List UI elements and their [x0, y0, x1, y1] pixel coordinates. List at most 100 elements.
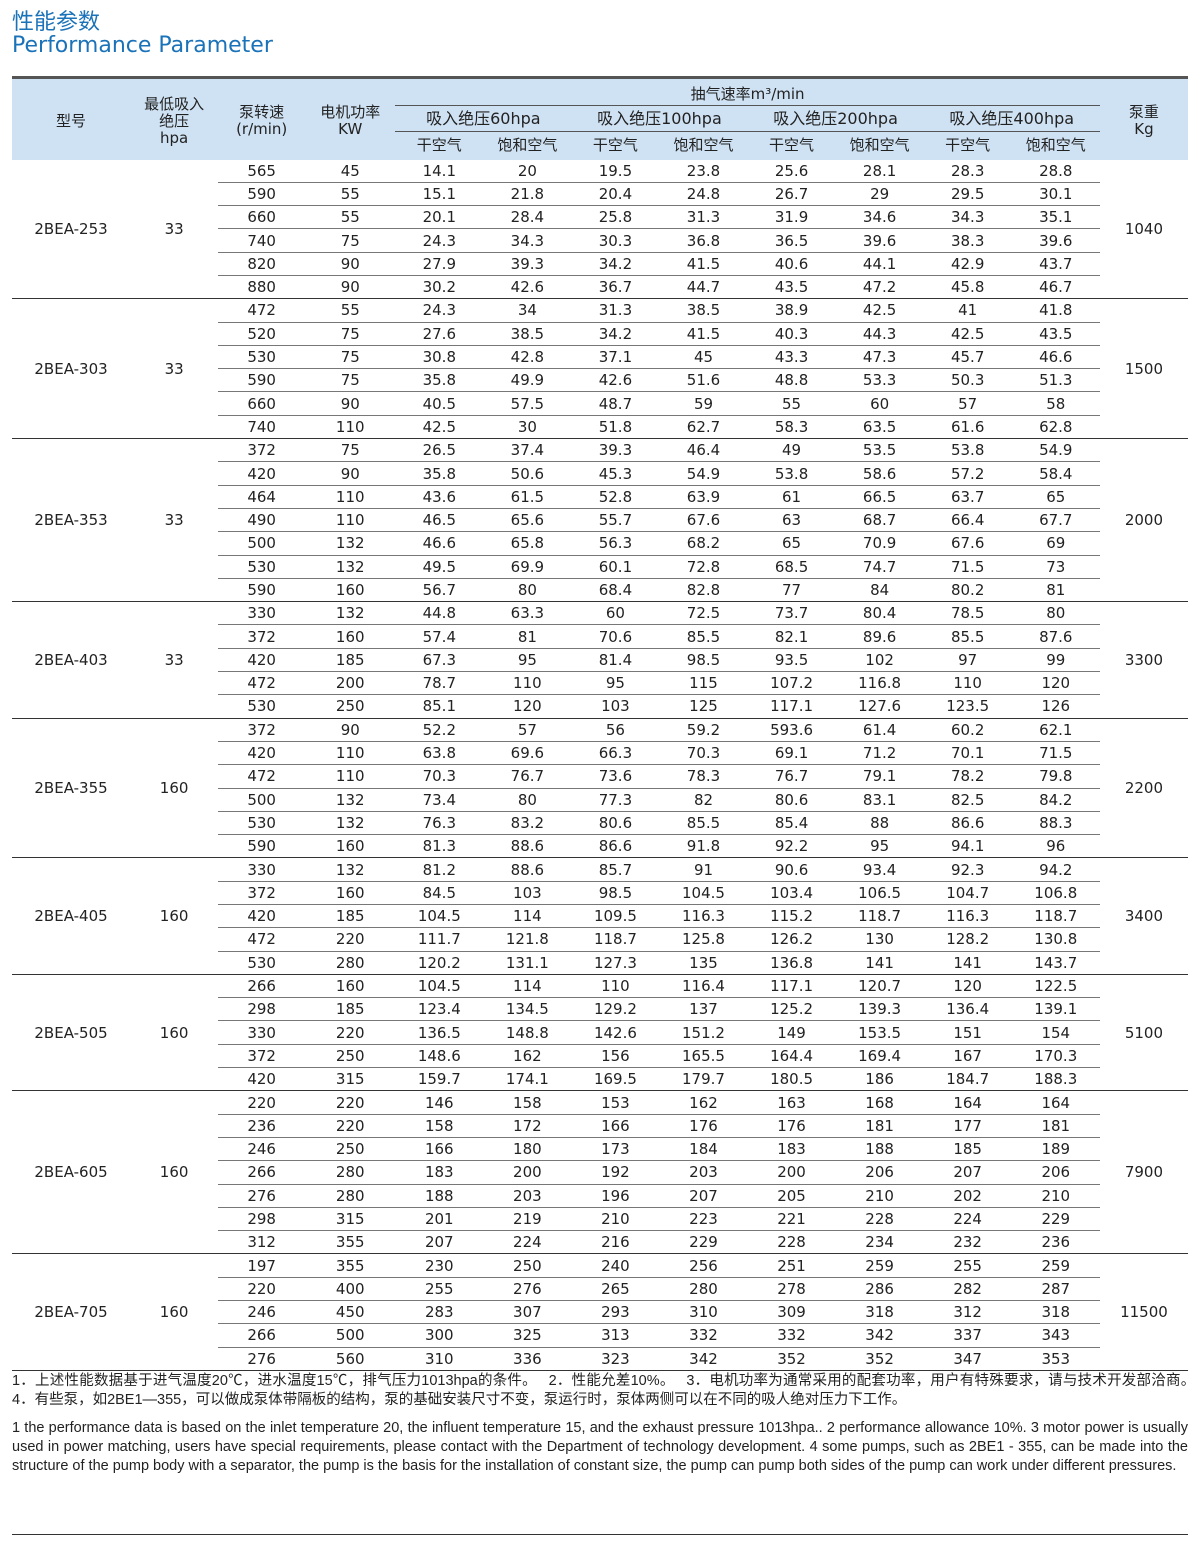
- value-cell: 315: [305, 1207, 396, 1232]
- value-cell: 36.5: [747, 228, 836, 253]
- value-cell: 172: [483, 1114, 572, 1138]
- table-row: 246 450 283 307 293 310 309 318 312 318: [12, 1300, 1188, 1325]
- table-row: 660 90 40.5 57.5 48.7 59 55 60 57 58: [12, 391, 1188, 416]
- value-cell: 148.6: [395, 1044, 484, 1069]
- value-cell: 164: [1011, 1090, 1100, 1115]
- value-cell: 530: [218, 345, 306, 370]
- value-cell: 342: [659, 1347, 748, 1371]
- value-cell: 210: [571, 1207, 660, 1232]
- value-cell: 173: [571, 1137, 660, 1162]
- value-cell: 60: [835, 391, 924, 416]
- value-cell: 740: [218, 228, 306, 253]
- value-cell: 266: [218, 1160, 306, 1185]
- model-cell: 2BEA-403: [12, 601, 131, 719]
- value-cell: 127.6: [835, 694, 924, 719]
- value-cell: 146: [395, 1090, 484, 1115]
- value-cell: 104.7: [923, 881, 1012, 906]
- value-cell: 184: [659, 1137, 748, 1162]
- value-cell: 420: [218, 904, 306, 929]
- table-row: 236 220 158 172 166 176 176 181 177 181: [12, 1114, 1188, 1138]
- value-cell: 134.5: [483, 997, 572, 1022]
- table-row: 266 280 183 200 192 203 200 206 207 206: [12, 1160, 1188, 1185]
- value-cell: 44.8: [395, 601, 484, 626]
- value-cell: 590: [218, 182, 306, 207]
- value-cell: 250: [305, 1044, 396, 1069]
- value-cell: 85.5: [659, 624, 748, 649]
- value-cell: 42.8: [483, 345, 572, 370]
- value-cell: 167: [923, 1044, 1012, 1069]
- value-cell: 20.4: [571, 182, 660, 207]
- value-cell: 164.4: [747, 1044, 836, 1069]
- table-row: 530 75 30.8 42.8 37.1 45 43.3 47.3 45.7 46.6: [12, 345, 1188, 370]
- value-cell: 65.6: [483, 508, 572, 533]
- value-cell: 192: [571, 1160, 660, 1185]
- value-cell: 210: [1011, 1184, 1100, 1208]
- value-cell: 160: [305, 624, 396, 649]
- value-cell: 315: [305, 1067, 396, 1092]
- value-cell: 160: [305, 881, 396, 906]
- value-cell: 56.3: [571, 531, 660, 556]
- table-row: 298 315 201 219 210 223 221 228 224 229: [12, 1207, 1188, 1232]
- value-cell: 287: [1011, 1277, 1100, 1302]
- value-cell: 67.6: [659, 508, 748, 533]
- value-cell: 99: [1011, 648, 1100, 673]
- value-cell: 372: [218, 718, 306, 742]
- header-weight-label: 泵重: [1128, 103, 1159, 122]
- value-cell: 90: [305, 391, 396, 416]
- header-power-label: 电机功率: [320, 103, 381, 122]
- value-cell: 62.1: [1011, 718, 1100, 742]
- value-cell: 186: [835, 1067, 924, 1092]
- value-cell: 169.4: [835, 1044, 924, 1069]
- value-cell: 820: [218, 252, 306, 276]
- value-cell: 81: [1011, 578, 1100, 603]
- value-cell: 80.4: [835, 601, 924, 626]
- value-cell: 372: [218, 624, 306, 649]
- value-cell: 207: [923, 1160, 1012, 1185]
- value-cell: 228: [747, 1230, 836, 1255]
- weight-cell: 1040: [1099, 159, 1188, 300]
- value-cell: 353: [1011, 1347, 1100, 1371]
- value-cell: 76.7: [483, 764, 572, 789]
- value-cell: 127.3: [571, 951, 660, 975]
- value-cell: 158: [483, 1090, 572, 1115]
- value-cell: 82: [659, 788, 748, 812]
- value-cell: 120: [1011, 671, 1100, 696]
- value-cell: 69.6: [483, 741, 572, 766]
- table-row: 2BEA-605 160 220 220 146 158 153 162 163 168 164 16…: [12, 1090, 1188, 1255]
- performance-table: 型号 最低吸入 绝压 hpa 泵转速 (r/min) 电机功率 KW 抽气速率m…: [12, 76, 1188, 1371]
- value-cell: 240: [571, 1253, 660, 1278]
- value-cell: 35.8: [395, 461, 484, 486]
- value-cell: 420: [218, 461, 306, 486]
- value-cell: 83.1: [835, 788, 924, 812]
- value-cell: 30.8: [395, 345, 484, 370]
- value-cell: 115: [659, 671, 748, 696]
- value-cell: 49.5: [395, 555, 484, 579]
- header-min-pressure-line2: 绝压: [159, 111, 190, 130]
- value-cell: 120.7: [835, 974, 924, 999]
- value-cell: 80: [483, 788, 572, 812]
- model-cell: 2BEA-253: [12, 159, 131, 300]
- value-cell: 66.5: [835, 485, 924, 509]
- value-cell: 110: [571, 974, 660, 999]
- value-cell: 69.1: [747, 741, 836, 766]
- value-cell: 59: [659, 391, 748, 416]
- value-cell: 220: [305, 1114, 396, 1138]
- table-row: 2BEA-705 160 197 355 230 250 240 256 251 259 255 25…: [12, 1253, 1188, 1371]
- value-cell: 90.6: [747, 857, 836, 882]
- value-cell: 47.3: [835, 345, 924, 370]
- table-row: 472 110 70.3 76.7 73.6 78.3 76.7 79.1 78.2 79.8: [12, 764, 1188, 789]
- value-cell: 53.5: [835, 438, 924, 463]
- header-rate: 抽气速率m³/min: [395, 77, 1100, 106]
- value-cell: 90: [305, 461, 396, 486]
- value-cell: 224: [923, 1207, 1012, 1232]
- value-cell: 43.7: [1011, 252, 1100, 276]
- value-cell: 38.9: [747, 298, 836, 323]
- value-cell: 530: [218, 555, 306, 579]
- value-cell: 420: [218, 741, 306, 766]
- value-cell: 34.3: [483, 228, 572, 253]
- value-cell: 132: [305, 788, 396, 812]
- value-cell: 88.6: [483, 857, 572, 882]
- value-cell: 159.7: [395, 1067, 484, 1092]
- header-sat: 饱和空气: [497, 136, 558, 155]
- value-cell: 210: [835, 1184, 924, 1208]
